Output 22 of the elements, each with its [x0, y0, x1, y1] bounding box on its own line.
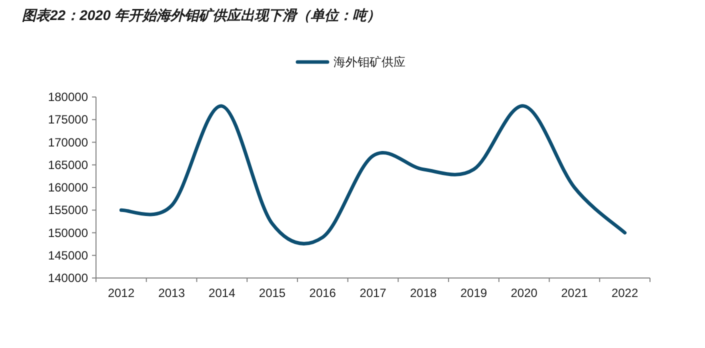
x-tick-label: 2014 — [208, 286, 236, 300]
x-tick-label: 2017 — [360, 286, 387, 300]
y-tick-label: 170000 — [48, 135, 88, 150]
x-tick-label: 2012 — [108, 286, 135, 300]
x-tick-label: 2013 — [158, 286, 186, 300]
y-tick-label: 150000 — [48, 226, 88, 240]
x-tick-label: 2020 — [510, 286, 538, 300]
y-tick-label: 165000 — [48, 158, 88, 172]
y-tick-label: 155000 — [48, 203, 88, 218]
x-tick-label: 2016 — [309, 286, 336, 300]
x-tick-label: 2019 — [460, 286, 488, 300]
y-tick-label: 180000 — [48, 90, 88, 104]
x-tick-label: 2018 — [410, 286, 438, 300]
x-tick-label: 2022 — [611, 286, 638, 300]
y-tick-label: 175000 — [48, 112, 88, 127]
x-tick-label: 2015 — [258, 286, 286, 300]
legend-label: 海外钼矿供应 — [334, 55, 406, 69]
y-tick-label: 160000 — [48, 180, 88, 194]
y-tick-label: 145000 — [48, 248, 88, 262]
chart-title: 图表22：2020 年开始海外钼矿供应出现下滑（单位：吨） — [22, 7, 381, 23]
y-tick-label: 140000 — [48, 271, 88, 285]
x-tick-label: 2021 — [561, 286, 588, 300]
